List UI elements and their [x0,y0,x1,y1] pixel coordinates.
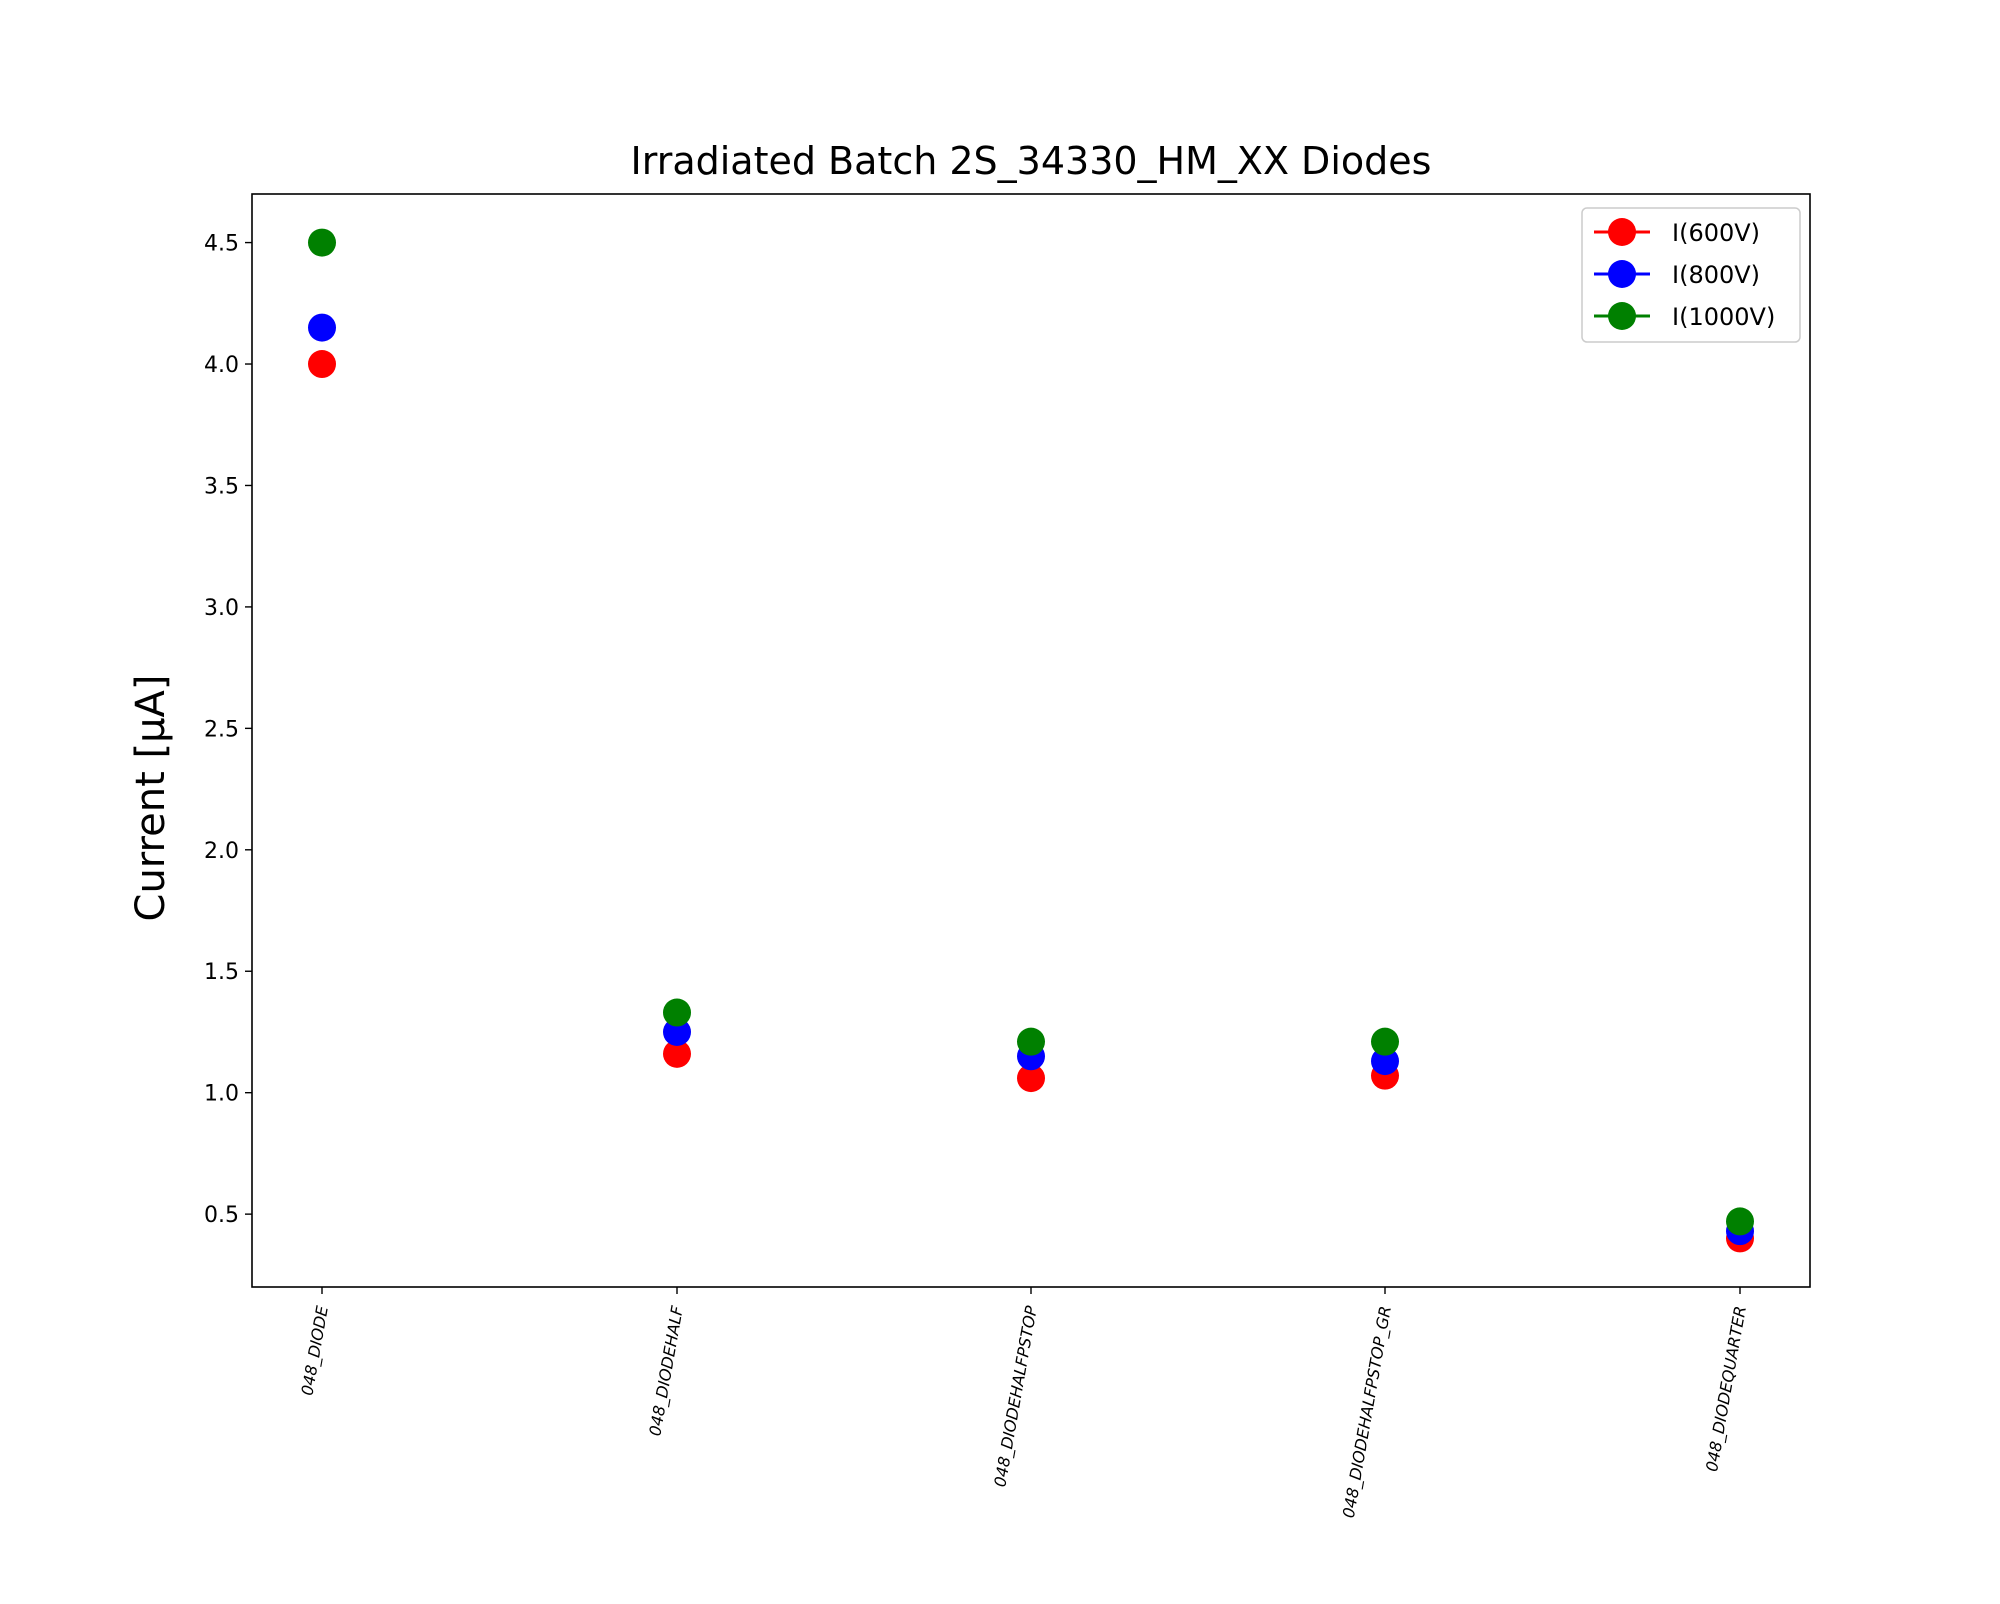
legend-label: I(600V) [1672,219,1760,247]
plot-area-frame [251,193,1811,1288]
data-point [308,350,336,379]
x-tick-label: 048_DIODEQUARTER [1702,1304,1751,1473]
axis-ticks: 0.5 1.0 1.5 2.0 2.5 3.0 3.5 4.0 4.5 048_DIODE 048_… [204,232,1751,1520]
y-axis-label: Current [μA] [128,675,174,922]
y-tick-label: 4.5 [204,232,239,257]
y-tick-label: 2.5 [204,717,239,742]
series-2 [308,228,1754,1236]
legend-marker [1608,302,1636,330]
data-point [308,228,336,257]
x-tick-label: 048_DIODEHALF [645,1304,688,1438]
y-tick-label: 1.5 [204,960,239,985]
data-point [663,1017,691,1046]
legend-marker [1608,218,1636,246]
series-1 [308,313,1754,1246]
legend: I(600V) I(800V) I(1000V) [1581,207,1801,343]
legend-box [1581,207,1801,343]
y-tick-label: 1.0 [204,1082,239,1107]
y-tick-label: 3.0 [204,596,239,621]
x-tick-label: 048_DIODE [297,1304,333,1398]
data-point [308,313,336,342]
series-0 [308,350,1754,1253]
y-tick-label: 4.0 [204,353,239,378]
data-point [1371,1047,1399,1076]
data-point [1017,1064,1045,1093]
y-tick-label: 2.0 [204,839,239,864]
chart-title: Irradiated Batch 2S_34330_HM_XX Diodes [631,139,1432,183]
y-tick-label: 0.5 [204,1203,239,1228]
legend-marker [1608,260,1636,288]
y-tick-label: 3.5 [204,474,239,499]
data-point [663,1039,691,1068]
legend-label: I(800V) [1672,261,1760,289]
legend-label: I(1000V) [1672,303,1775,331]
data-point [1371,1027,1399,1056]
data-points [308,228,1754,1253]
x-tick-label: 048_DIODEHALFPSTOP_GR [1339,1304,1396,1519]
data-point [663,998,691,1027]
data-point [1017,1027,1045,1056]
x-tick-label: 048_DIODEHALFPSTOP [990,1304,1042,1489]
data-point [1726,1207,1754,1236]
